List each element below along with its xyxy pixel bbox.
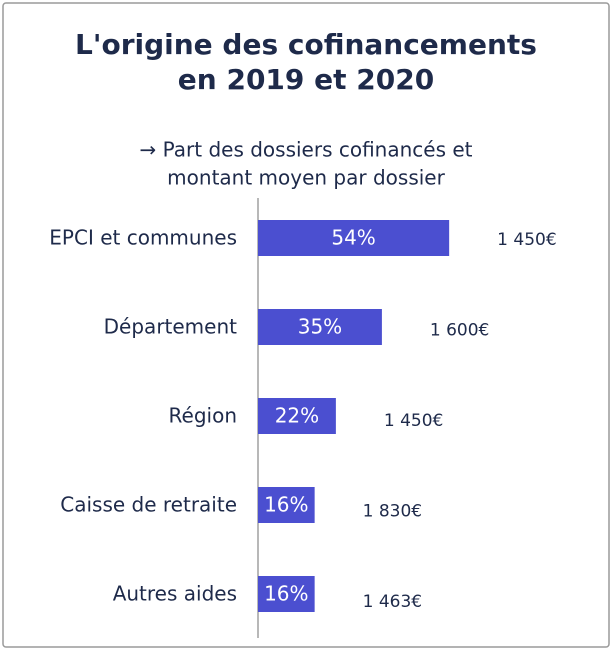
category-label: Région bbox=[169, 404, 237, 428]
bar bbox=[258, 220, 450, 256]
amount-label: 1 450€ bbox=[384, 411, 443, 431]
subtitle: montant moyen par dossier bbox=[167, 166, 445, 190]
chart-title: L'origine des cofinancements bbox=[75, 28, 537, 61]
bar-label: 54% bbox=[331, 226, 375, 250]
amount-label: 1 450€ bbox=[497, 230, 556, 250]
bar-label: 35% bbox=[298, 315, 342, 339]
category-label: Département bbox=[104, 315, 237, 339]
bar-label: 16% bbox=[264, 493, 308, 517]
bar-label: 22% bbox=[275, 404, 319, 428]
amount-label: 1 600€ bbox=[430, 321, 489, 341]
bar bbox=[258, 398, 336, 434]
category-label: Caisse de retraite bbox=[60, 493, 237, 517]
chart-title: en 2019 et 2020 bbox=[178, 63, 434, 96]
bar bbox=[258, 309, 382, 345]
bar-label: 16% bbox=[264, 582, 308, 606]
amount-label: 1 463€ bbox=[363, 592, 422, 612]
frame bbox=[2, 2, 610, 648]
category-label: EPCI et communes bbox=[49, 226, 237, 250]
bar bbox=[258, 487, 315, 523]
amount-label: 1 830€ bbox=[363, 502, 422, 522]
subtitle: → Part des dossiers cofinancés et bbox=[139, 138, 472, 162]
category-label: Autres aides bbox=[113, 582, 237, 606]
bar bbox=[258, 576, 315, 612]
